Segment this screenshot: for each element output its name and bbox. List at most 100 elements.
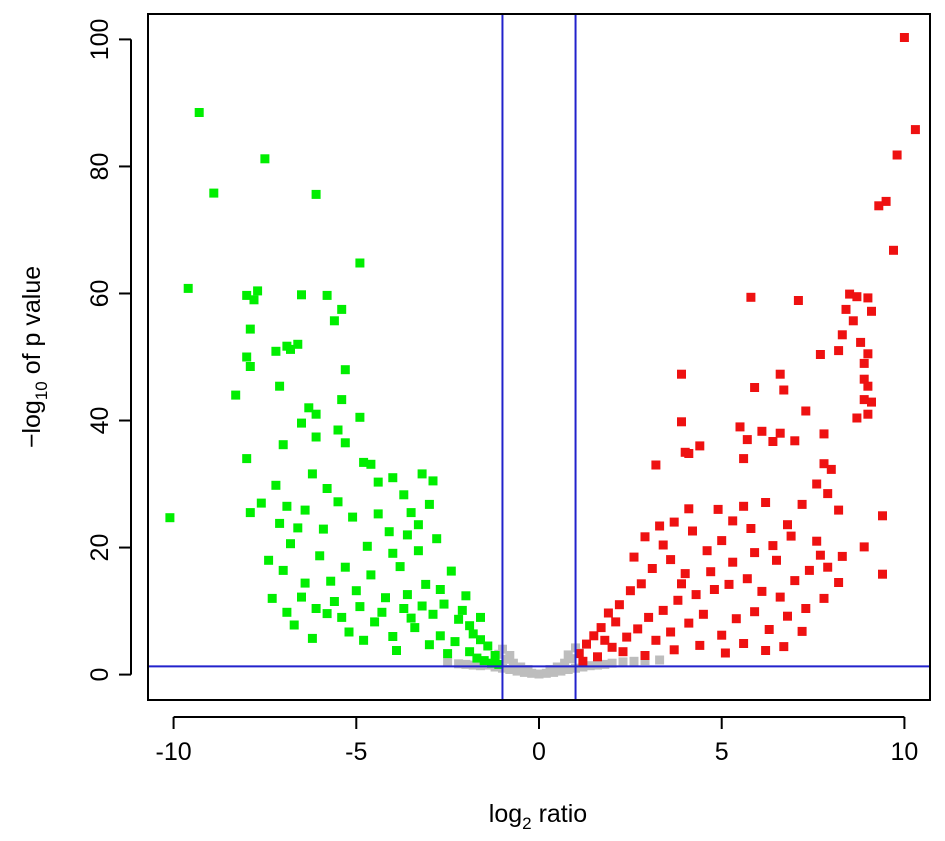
down-point xyxy=(278,440,288,450)
up-point xyxy=(815,350,825,359)
down-point xyxy=(322,484,332,493)
up-point xyxy=(793,296,803,305)
up-point xyxy=(746,292,756,302)
not-significant-point xyxy=(618,657,628,667)
up-point xyxy=(684,449,694,458)
down-point xyxy=(432,534,442,544)
down-point xyxy=(472,653,482,663)
down-point xyxy=(395,562,405,572)
up-point xyxy=(764,625,774,634)
up-point xyxy=(841,304,851,314)
x-axis-label-sub: 2 xyxy=(522,814,531,833)
down-point xyxy=(245,324,255,334)
down-point xyxy=(413,546,423,556)
down-point xyxy=(242,454,252,464)
down-point xyxy=(165,513,175,523)
up-point xyxy=(819,459,829,469)
y-tick-label: 40 xyxy=(86,407,114,435)
up-point xyxy=(684,618,694,628)
up-point xyxy=(772,555,781,565)
y-axis-label: −log10 of p value xyxy=(18,266,51,448)
x-axis-label-rest: ratio xyxy=(532,800,588,828)
down-point xyxy=(293,339,303,349)
up-point xyxy=(881,196,891,206)
not-significant-point xyxy=(505,665,515,674)
down-point xyxy=(424,499,434,509)
x-axis-label-base: log xyxy=(489,800,522,828)
down-point xyxy=(333,425,343,435)
down-point xyxy=(271,346,281,356)
down-point xyxy=(388,548,398,558)
down-point xyxy=(311,409,321,419)
down-point xyxy=(311,189,321,199)
down-point xyxy=(304,403,314,413)
threshold-lines xyxy=(148,14,930,700)
down-point xyxy=(286,539,295,549)
not-significant-point xyxy=(629,656,639,666)
down-point xyxy=(329,316,339,326)
down-point xyxy=(373,477,383,487)
down-point xyxy=(300,578,310,588)
down-point xyxy=(402,530,412,540)
up-point xyxy=(651,635,661,645)
up-point xyxy=(611,617,621,627)
up-point xyxy=(709,585,719,594)
down-point xyxy=(355,602,365,612)
down-point xyxy=(417,469,427,479)
not-significant-point xyxy=(563,650,573,660)
up-point xyxy=(640,532,650,542)
down-point xyxy=(366,459,376,469)
down-point xyxy=(271,480,281,490)
down-point xyxy=(293,523,303,533)
down-point xyxy=(315,551,325,561)
down-point xyxy=(297,418,306,428)
up-point xyxy=(658,605,668,615)
y-axis-label-rest: of p value xyxy=(18,266,46,381)
down-point xyxy=(242,352,252,362)
up-point xyxy=(750,548,760,558)
down-point xyxy=(406,613,416,623)
down-point xyxy=(399,604,409,613)
up-point xyxy=(768,437,778,446)
down-point xyxy=(322,290,332,300)
down-point xyxy=(337,304,347,314)
down-point xyxy=(443,649,453,659)
up-point xyxy=(644,612,654,622)
down-point xyxy=(351,586,361,596)
down-point xyxy=(337,612,347,622)
up-point xyxy=(669,645,679,655)
up-point xyxy=(739,501,749,511)
y-axis: 0 20 40 60 80 100 xyxy=(86,19,132,682)
down-point xyxy=(348,512,358,522)
not-significant-point xyxy=(607,658,617,668)
x-tick-label: -10 xyxy=(156,738,192,766)
y-tick-label: 20 xyxy=(86,534,114,562)
up-point xyxy=(622,632,632,642)
down-point xyxy=(329,597,339,606)
up-point xyxy=(720,648,730,658)
down-point xyxy=(483,641,493,651)
up-point xyxy=(698,609,708,619)
up-point xyxy=(823,489,833,499)
down-point xyxy=(399,490,409,500)
down-point xyxy=(337,395,347,405)
up-point xyxy=(739,639,749,648)
x-tick-label: 5 xyxy=(715,738,729,766)
down-point xyxy=(286,344,295,354)
up-point xyxy=(892,150,902,160)
down-point xyxy=(355,258,365,268)
up-point xyxy=(863,409,873,419)
down-point xyxy=(326,576,336,586)
y-tick-label: 60 xyxy=(86,280,114,308)
up-point xyxy=(742,574,752,584)
down-point xyxy=(417,601,427,611)
up-point xyxy=(834,578,844,587)
down-point xyxy=(465,621,475,631)
down-point xyxy=(253,286,263,296)
not-significant-point xyxy=(534,669,544,679)
down-point xyxy=(490,651,500,660)
down-point xyxy=(424,640,434,650)
down-point xyxy=(487,658,496,668)
up-point xyxy=(859,395,869,405)
up-point xyxy=(819,593,829,603)
